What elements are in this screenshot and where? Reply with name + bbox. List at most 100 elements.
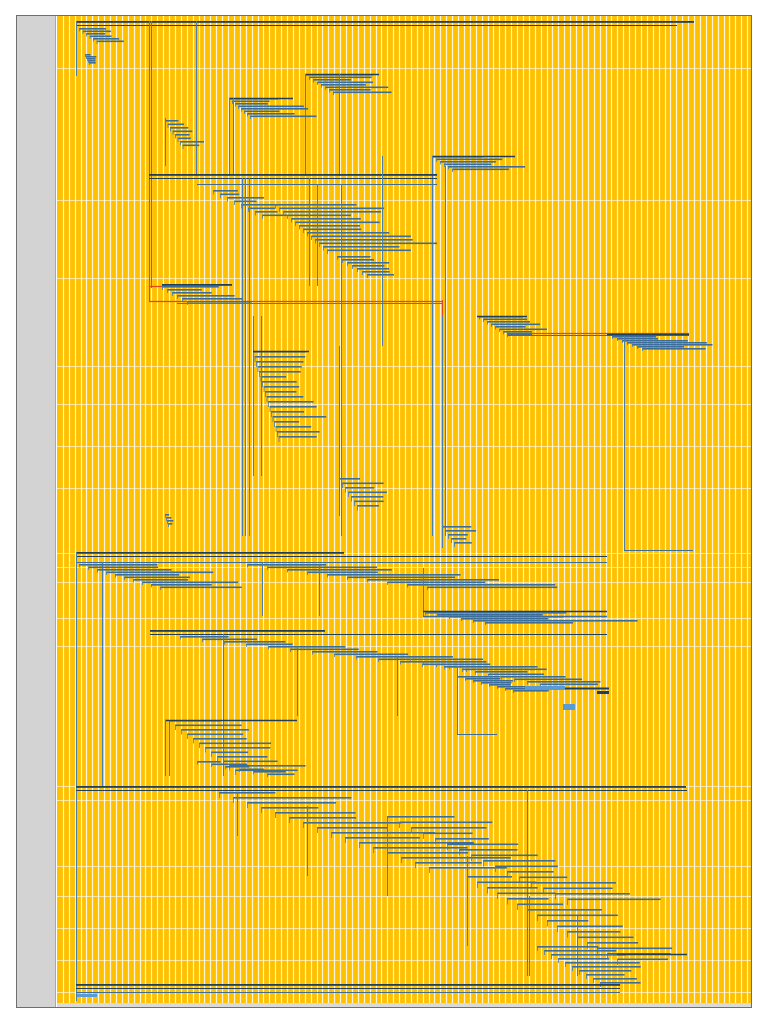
task-bar	[485, 622, 573, 624]
task-bar	[289, 817, 357, 819]
task-bar	[600, 982, 641, 984]
task-bar	[246, 643, 293, 646]
task-bar	[612, 336, 656, 338]
task-bar	[235, 769, 298, 772]
gantt-canvas[interactable]	[57, 16, 752, 1007]
task-bar	[312, 651, 378, 653]
task-bar	[223, 760, 278, 763]
task-bar	[277, 431, 320, 433]
task-bar	[235, 103, 268, 105]
task-bar	[461, 618, 549, 620]
task-bar	[268, 401, 314, 403]
task-list-panel[interactable]	[17, 16, 56, 1007]
task-bar	[442, 526, 472, 528]
summary-bar	[162, 284, 232, 286]
task-bar	[427, 586, 558, 589]
task-bar	[617, 958, 669, 961]
task-bar	[436, 158, 503, 161]
task-bar	[86, 33, 106, 35]
task-bar	[307, 232, 390, 234]
task-bar	[348, 491, 387, 494]
task-bar	[567, 898, 661, 901]
task-bar	[507, 871, 554, 873]
task-bar	[250, 115, 317, 118]
task-bar	[321, 84, 366, 86]
task-bar	[491, 323, 541, 326]
task-bar	[555, 893, 630, 895]
task-bar	[275, 426, 312, 428]
task-bar	[88, 566, 159, 569]
milestone-block	[77, 994, 97, 997]
task-bar	[359, 842, 474, 844]
task-bar	[449, 616, 564, 618]
task-bar	[317, 81, 373, 84]
task-bar	[513, 690, 549, 692]
task-bar	[247, 802, 336, 804]
task-bar	[334, 653, 409, 656]
task-bar	[467, 876, 513, 878]
task-bar	[317, 827, 388, 829]
task-bar	[166, 517, 172, 519]
task-bar	[309, 76, 372, 79]
task-bar	[247, 564, 327, 566]
task-bar	[565, 962, 640, 964]
task-bar	[327, 249, 411, 252]
task-bar	[347, 576, 455, 579]
summary-bar	[150, 630, 325, 632]
task-bar	[79, 28, 107, 30]
task-bar	[266, 396, 304, 398]
task-bar	[181, 729, 249, 731]
task-bar	[307, 571, 378, 574]
task-bar	[448, 166, 526, 168]
task-bar	[501, 676, 566, 678]
task-bar	[167, 289, 202, 291]
task-bar	[415, 862, 482, 864]
task-bar	[213, 190, 238, 192]
task-bar	[202, 638, 258, 641]
task-bar	[407, 584, 556, 586]
task-bar	[247, 113, 295, 115]
task-bar	[587, 942, 639, 944]
task-bar	[597, 947, 673, 950]
task-bar	[367, 274, 394, 276]
task-bar	[115, 574, 180, 576]
task-bar	[622, 340, 688, 342]
task-bar	[483, 318, 528, 321]
task-bar	[248, 207, 276, 210]
task-bar	[167, 123, 185, 126]
task-bar	[151, 584, 212, 586]
task-bar	[357, 505, 379, 507]
task-bar	[537, 946, 599, 948]
task-bar	[260, 376, 287, 378]
task-bar	[232, 100, 270, 103]
task-bar	[507, 333, 533, 336]
task-bar	[106, 571, 214, 574]
task-bar	[82, 30, 111, 33]
task-bar	[347, 262, 390, 264]
summary-bar	[76, 552, 344, 554]
task-bar	[471, 854, 538, 857]
summary-bar	[76, 984, 620, 986]
task-bar	[572, 966, 641, 968]
task-bar	[85, 54, 91, 56]
task-bar	[287, 214, 351, 217]
task-bar	[259, 371, 301, 373]
task-bar	[531, 882, 617, 884]
task-bar	[211, 763, 248, 766]
task-bar	[558, 958, 610, 960]
task-bar	[167, 520, 174, 522]
gantt-timeline[interactable]	[57, 16, 752, 1007]
task-bar	[295, 221, 380, 224]
task-bar	[88, 60, 96, 62]
task-bar	[274, 421, 300, 423]
task-bar	[180, 636, 229, 638]
task-bar	[187, 301, 252, 303]
task-bar	[311, 235, 411, 238]
task-bar	[268, 646, 346, 648]
task-bar	[373, 847, 468, 849]
task-bar	[540, 683, 598, 686]
task-bar	[267, 566, 378, 569]
task-bar	[483, 860, 556, 862]
task-bar	[257, 366, 302, 368]
task-bar	[278, 436, 317, 438]
